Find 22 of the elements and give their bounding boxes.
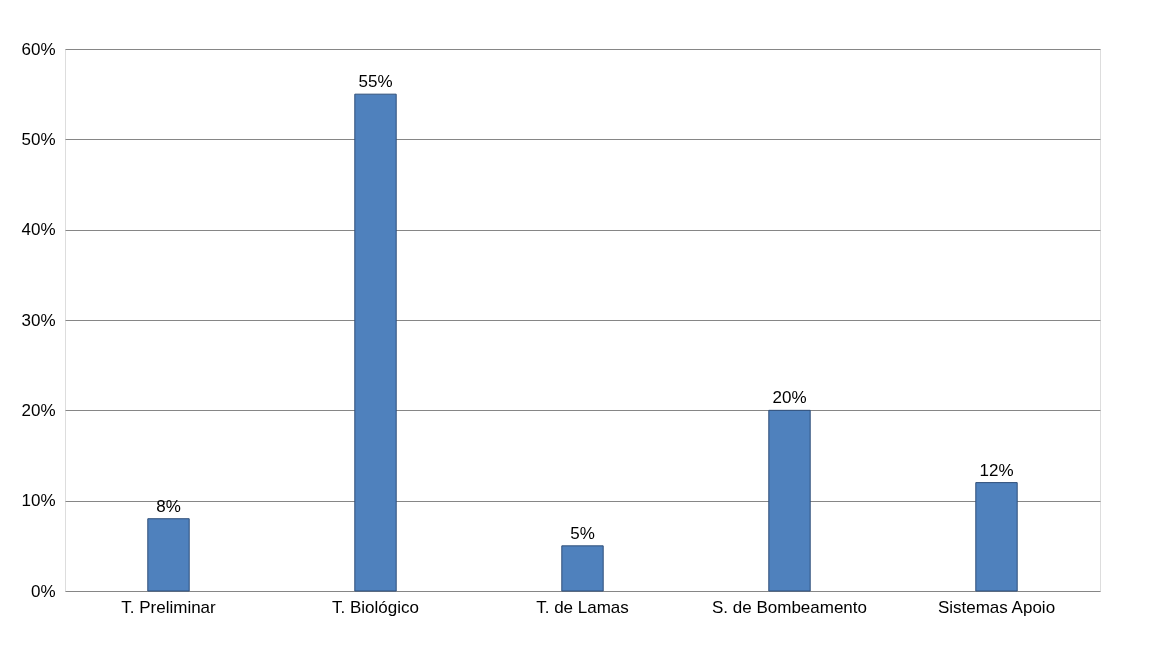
data-label: 8%	[156, 496, 181, 516]
y-tick-label: 50%	[21, 129, 56, 149]
bar	[147, 518, 190, 592]
data-label: 12%	[979, 460, 1014, 480]
y-tick-label: 30%	[21, 310, 56, 330]
x-tick-label: T. Biológico	[332, 597, 419, 617]
bar	[354, 93, 397, 592]
y-tick-label: 60%	[21, 39, 56, 59]
bar	[561, 545, 604, 592]
x-tick-label: T. Preliminar	[121, 597, 217, 617]
y-tick-label: 10%	[21, 491, 56, 511]
x-tick-label: S. de Bombeamento	[712, 597, 867, 617]
y-tick-label: 40%	[21, 220, 56, 240]
y-tick-label: 20%	[21, 400, 56, 420]
data-label: 20%	[772, 388, 807, 408]
bar	[768, 409, 811, 592]
data-label: 55%	[358, 72, 393, 92]
x-tick-label: Sistemas Apoio	[937, 597, 1056, 617]
data-label: 5%	[570, 523, 595, 543]
y-tick-label: 0%	[30, 581, 56, 601]
bar	[975, 482, 1018, 592]
x-tick-label: T. de Lamas	[536, 597, 629, 617]
